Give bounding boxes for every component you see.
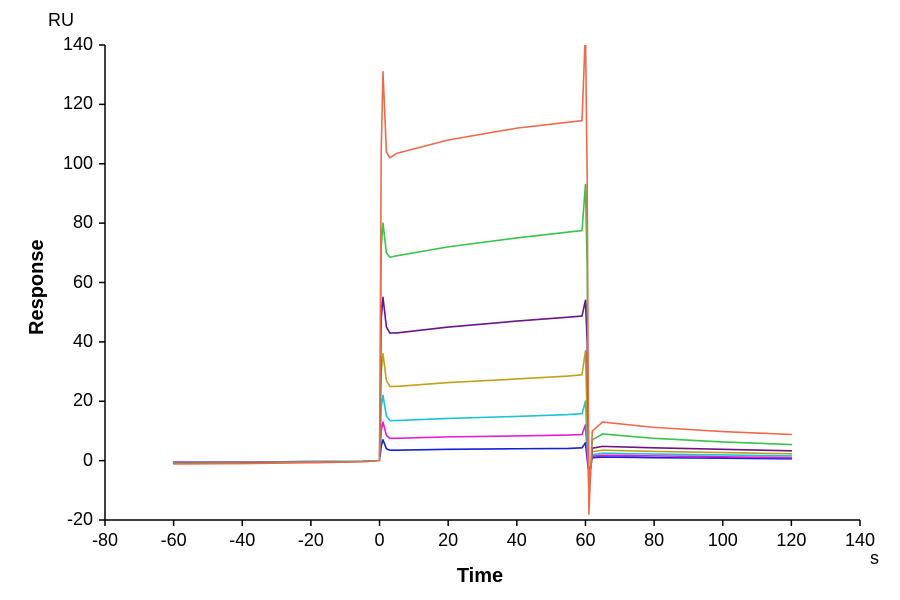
y-tick-label: 140 bbox=[53, 34, 93, 55]
spr-sensorgram-chart: RU s Response Time -80 -60 -40 -20 0 20 40 60 80… bbox=[0, 0, 900, 600]
x-tick-label: -60 bbox=[154, 530, 194, 551]
y-tick-label: 120 bbox=[53, 93, 93, 114]
chart-svg bbox=[0, 0, 900, 600]
x-tick-label: 100 bbox=[703, 530, 743, 551]
y-unit-label: RU bbox=[48, 10, 74, 31]
x-tick-label: -80 bbox=[85, 530, 125, 551]
y-tick-label: 0 bbox=[53, 450, 93, 471]
x-tick-label: 0 bbox=[360, 530, 400, 551]
y-tick-label: 40 bbox=[53, 331, 93, 352]
x-tick-label: 140 bbox=[840, 530, 880, 551]
y-tick-label: 100 bbox=[53, 153, 93, 174]
x-unit-label: s bbox=[870, 548, 879, 569]
x-tick-label: -40 bbox=[222, 530, 262, 551]
x-tick-label: 120 bbox=[771, 530, 811, 551]
x-axis-title: Time bbox=[430, 565, 530, 588]
y-axis-title: Response bbox=[26, 239, 49, 335]
x-tick-label: 60 bbox=[565, 530, 605, 551]
x-tick-label: 40 bbox=[497, 530, 537, 551]
x-tick-label: 80 bbox=[634, 530, 674, 551]
y-tick-label: 80 bbox=[53, 212, 93, 233]
y-tick-label: 20 bbox=[53, 390, 93, 411]
y-tick-label: 60 bbox=[53, 272, 93, 293]
x-tick-label: -20 bbox=[291, 530, 331, 551]
y-tick-label: -20 bbox=[53, 509, 93, 530]
x-tick-label: 20 bbox=[428, 530, 468, 551]
